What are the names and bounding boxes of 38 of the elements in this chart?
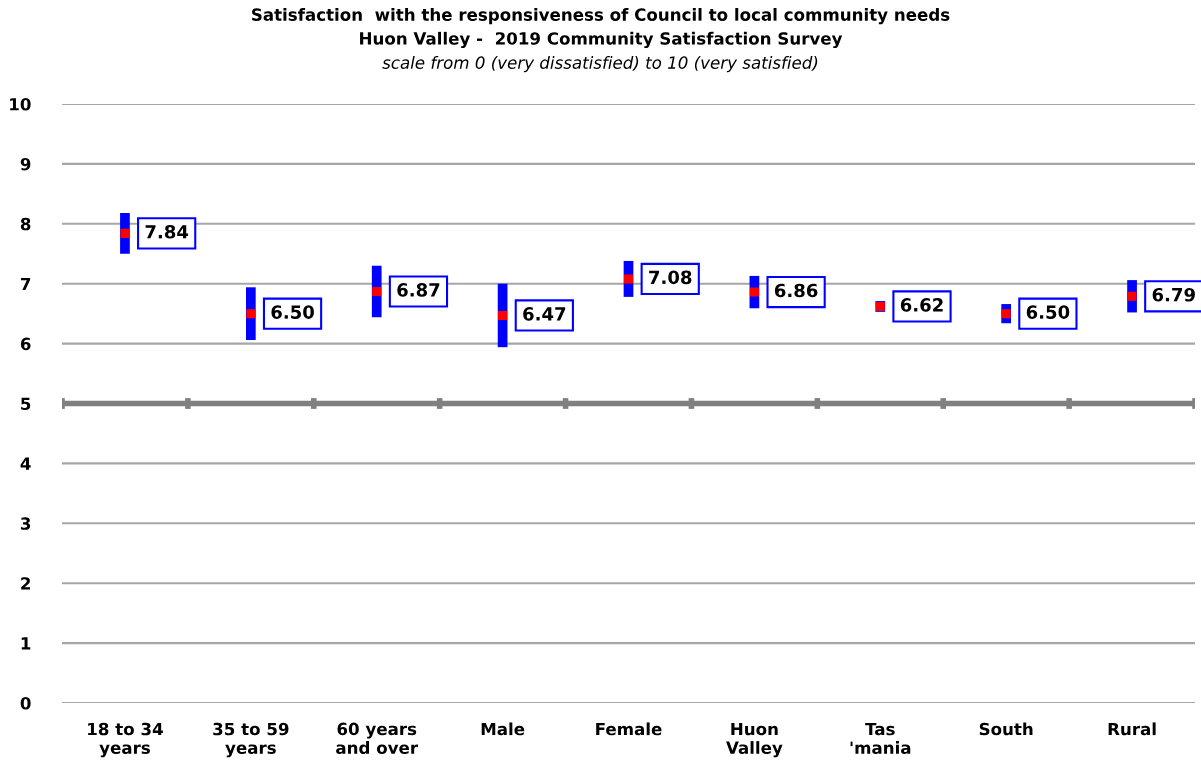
x-tick-label: Tas 'mania xyxy=(850,722,911,755)
y-tick-label: 5 xyxy=(21,397,31,411)
point xyxy=(1001,309,1011,319)
point xyxy=(623,274,634,284)
point xyxy=(372,286,382,297)
data-label: 6.50 xyxy=(271,305,314,319)
x-tick-label: South xyxy=(979,722,1033,736)
point xyxy=(749,287,759,297)
data-label: 6.50 xyxy=(1026,305,1070,319)
data-label: 6.87 xyxy=(397,283,440,297)
data-label: 6.79 xyxy=(1152,287,1195,302)
x-tick-label: Male xyxy=(481,722,525,736)
x-tick-label: 18 to 34 years xyxy=(88,722,163,758)
data-label: 7.84 xyxy=(145,224,189,239)
point xyxy=(1127,291,1137,301)
y-tick-label: 7 xyxy=(20,277,31,291)
y-tick-label: 3 xyxy=(20,517,31,530)
data-label: 6.62 xyxy=(900,298,943,312)
x-tick-label: Huon Valley xyxy=(726,722,783,758)
y-tick-label: 9 xyxy=(20,157,31,171)
y-tick-label: 4 xyxy=(20,457,31,470)
y-tick-label: 8 xyxy=(20,217,31,231)
x-tick-label: Rural xyxy=(1108,722,1156,736)
y-tick-label: 6 xyxy=(20,337,31,351)
point xyxy=(120,228,130,238)
y-tick-label: 0 xyxy=(20,696,31,710)
chart-subtitle: scale from 0 (very dissatisfied) to 10 (very satisfied) xyxy=(382,56,818,73)
y-tick-label: 2 xyxy=(21,577,30,590)
data-label: 6.47 xyxy=(523,307,566,321)
x-tick-label: 60 years and over xyxy=(336,722,419,755)
y-tick-label: 1 xyxy=(21,637,31,650)
x-tick-label: Female xyxy=(596,722,662,736)
data-label: 7.08 xyxy=(649,270,692,285)
y-tick-label: 10 xyxy=(10,97,31,111)
point xyxy=(498,310,508,320)
data-label: 6.86 xyxy=(774,283,818,298)
point xyxy=(246,309,256,319)
x-tick-label: 35 to 59 years xyxy=(213,722,289,758)
